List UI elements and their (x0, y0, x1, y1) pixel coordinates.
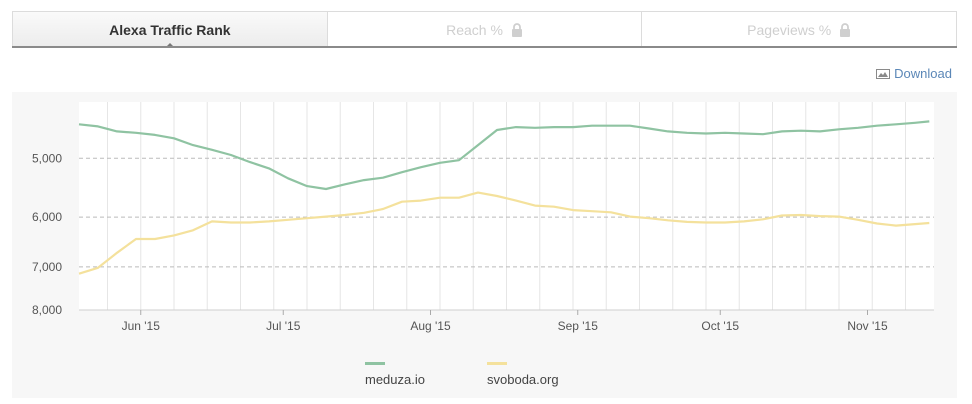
tab-pageviews-label: Pageviews % (747, 21, 832, 38)
tab-reach-label: Reach % (446, 21, 503, 38)
metric-tabs: Alexa Traffic Rank Reach % Pageviews % (12, 11, 957, 48)
y-tick-label: 5,000 (32, 151, 62, 165)
legend-item-meduza[interactable]: meduza.io (365, 356, 425, 387)
download-button[interactable]: Download (876, 66, 952, 81)
x-tick-label: Oct '15 (701, 319, 739, 333)
legend-item-svoboda[interactable]: svoboda.org (487, 356, 559, 387)
x-tick-label: Nov '15 (847, 319, 888, 333)
active-tab-caret-icon (164, 43, 175, 48)
image-icon (876, 68, 891, 79)
x-tick-label: Jul '15 (266, 319, 301, 333)
x-tick-label: Aug '15 (410, 319, 451, 333)
x-tick-label: Sep '15 (558, 319, 599, 333)
y-tick-label: 7,000 (32, 260, 62, 274)
legend-label-svoboda: svoboda.org (487, 372, 559, 387)
x-tick-label: Jun '15 (122, 319, 161, 333)
tab-pageviews[interactable]: Pageviews % (642, 12, 957, 47)
tab-reach[interactable]: Reach % (327, 12, 643, 47)
legend-label-meduza: meduza.io (365, 372, 425, 387)
y-tick-label: 6,000 (32, 210, 62, 224)
traffic-rank-chart: 5,000 6,000 7,000 8,000 Jun '15 Jul '15 Aug '1… (32, 102, 934, 333)
tab-alexa-traffic-rank[interactable]: Alexa Traffic Rank (13, 12, 328, 48)
download-label: Download (894, 66, 952, 81)
tab-underline (12, 46, 957, 48)
chart-legend: meduza.io svoboda.org (0, 356, 972, 396)
lock-icon (511, 22, 522, 37)
series-line-svoboda (78, 191, 930, 275)
legend-swatch-svoboda (487, 362, 507, 365)
legend-swatch-meduza (365, 362, 385, 365)
chart-panel: 5,000 6,000 7,000 8,000 Jun '15 Jul '15 Aug '1… (12, 92, 957, 398)
lock-icon (840, 22, 851, 37)
y-tick-label: 8,000 (32, 303, 62, 317)
tab-alexa-traffic-rank-label: Alexa Traffic Rank (109, 21, 231, 38)
series-line-meduza (78, 120, 930, 191)
